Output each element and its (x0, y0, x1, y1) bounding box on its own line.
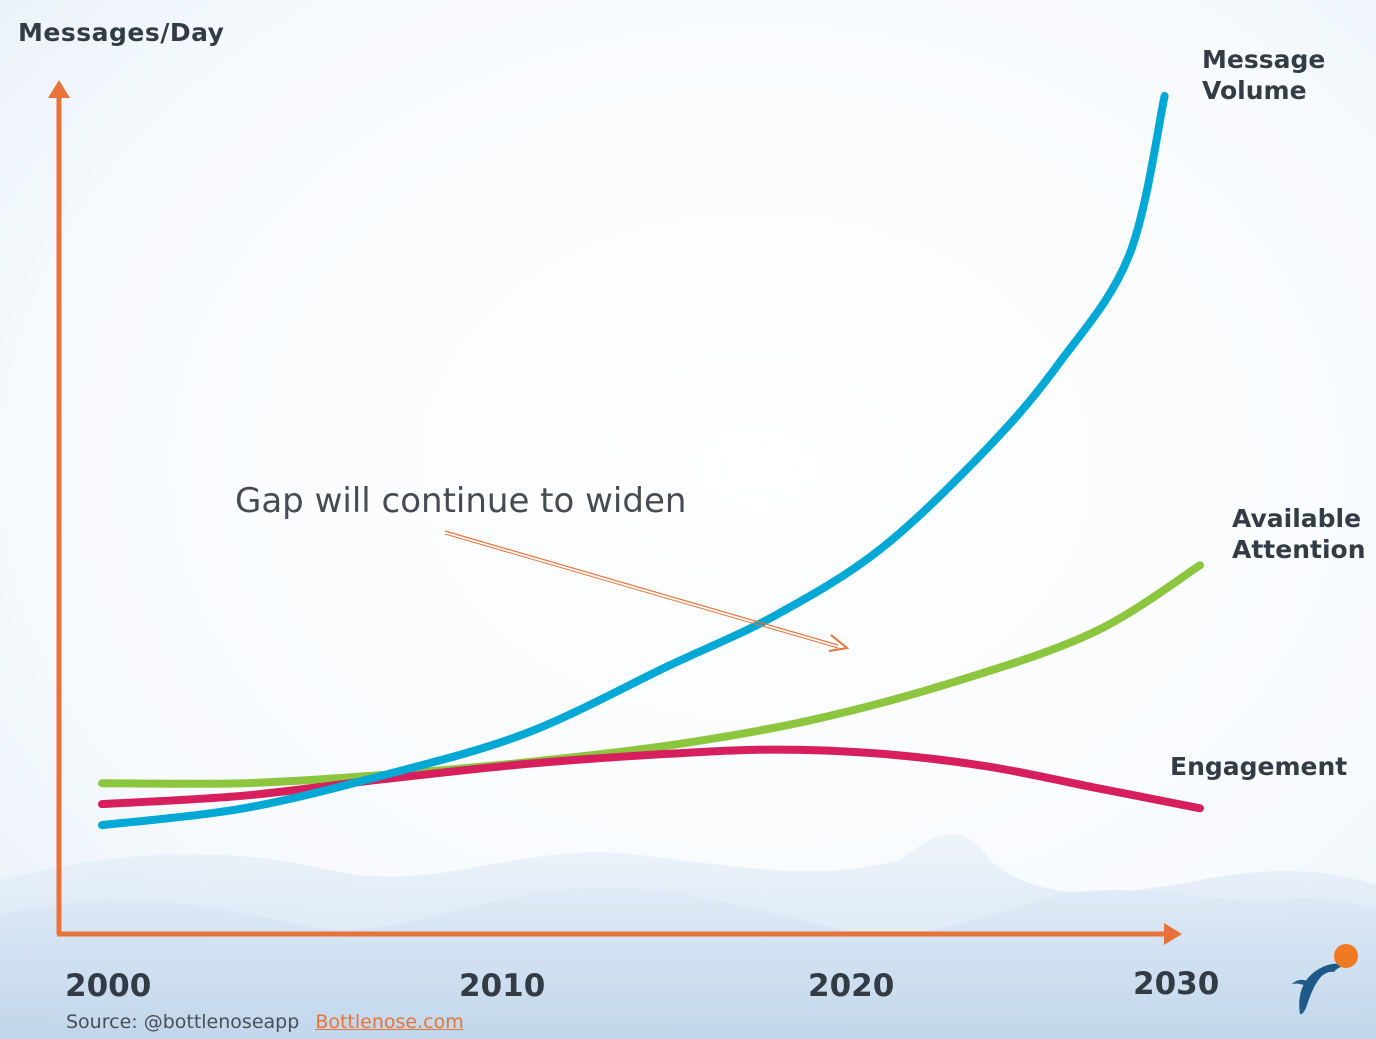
x-axis-arrowhead (1164, 923, 1182, 945)
logo-dot (1334, 944, 1358, 968)
bottlenose-logo-icon (1292, 944, 1358, 1015)
wave-front (0, 887, 1376, 1039)
annotation-arrowhead (828, 634, 850, 652)
series-label-message-volume-text: Message Volume (1202, 45, 1326, 105)
logo-fin (1292, 979, 1310, 988)
series-layer (98, 92, 1204, 830)
axes (48, 80, 1182, 945)
x-tick-label: 2000 (65, 968, 152, 1004)
series-label-available-attention-text: Available Attention (1232, 504, 1366, 564)
series-label-engagement: Engagement (1170, 752, 1348, 781)
series-label-message-volume: Message Volume (1202, 44, 1332, 106)
annotation-text: Gap will continue to widen (235, 481, 687, 521)
annotation-arrow-line-2 (444, 533, 839, 649)
source-line: Source: @bottlenoseapp Bottlenose.com (66, 1011, 464, 1033)
x-tick-label: 2020 (808, 968, 895, 1004)
series-label-available-attention: Available Attention (1232, 503, 1366, 565)
source-prefix: Source: @bottlenoseapp (66, 1011, 300, 1033)
annotation-arrow (444, 530, 850, 652)
series-line-message-volume (98, 92, 1169, 830)
series-line-available-attention (98, 561, 1204, 788)
x-tick-label: 2010 (459, 968, 546, 1004)
y-axis-label: Messages/Day (18, 18, 225, 47)
series-line-engagement (98, 745, 1204, 813)
y-axis-arrowhead (48, 80, 70, 98)
source-link[interactable]: Bottlenose.com (315, 1011, 464, 1033)
logo-dolphin-shape (1299, 963, 1344, 1015)
x-tick-label: 2030 (1133, 966, 1220, 1002)
annotation-arrow-line (444, 530, 839, 646)
